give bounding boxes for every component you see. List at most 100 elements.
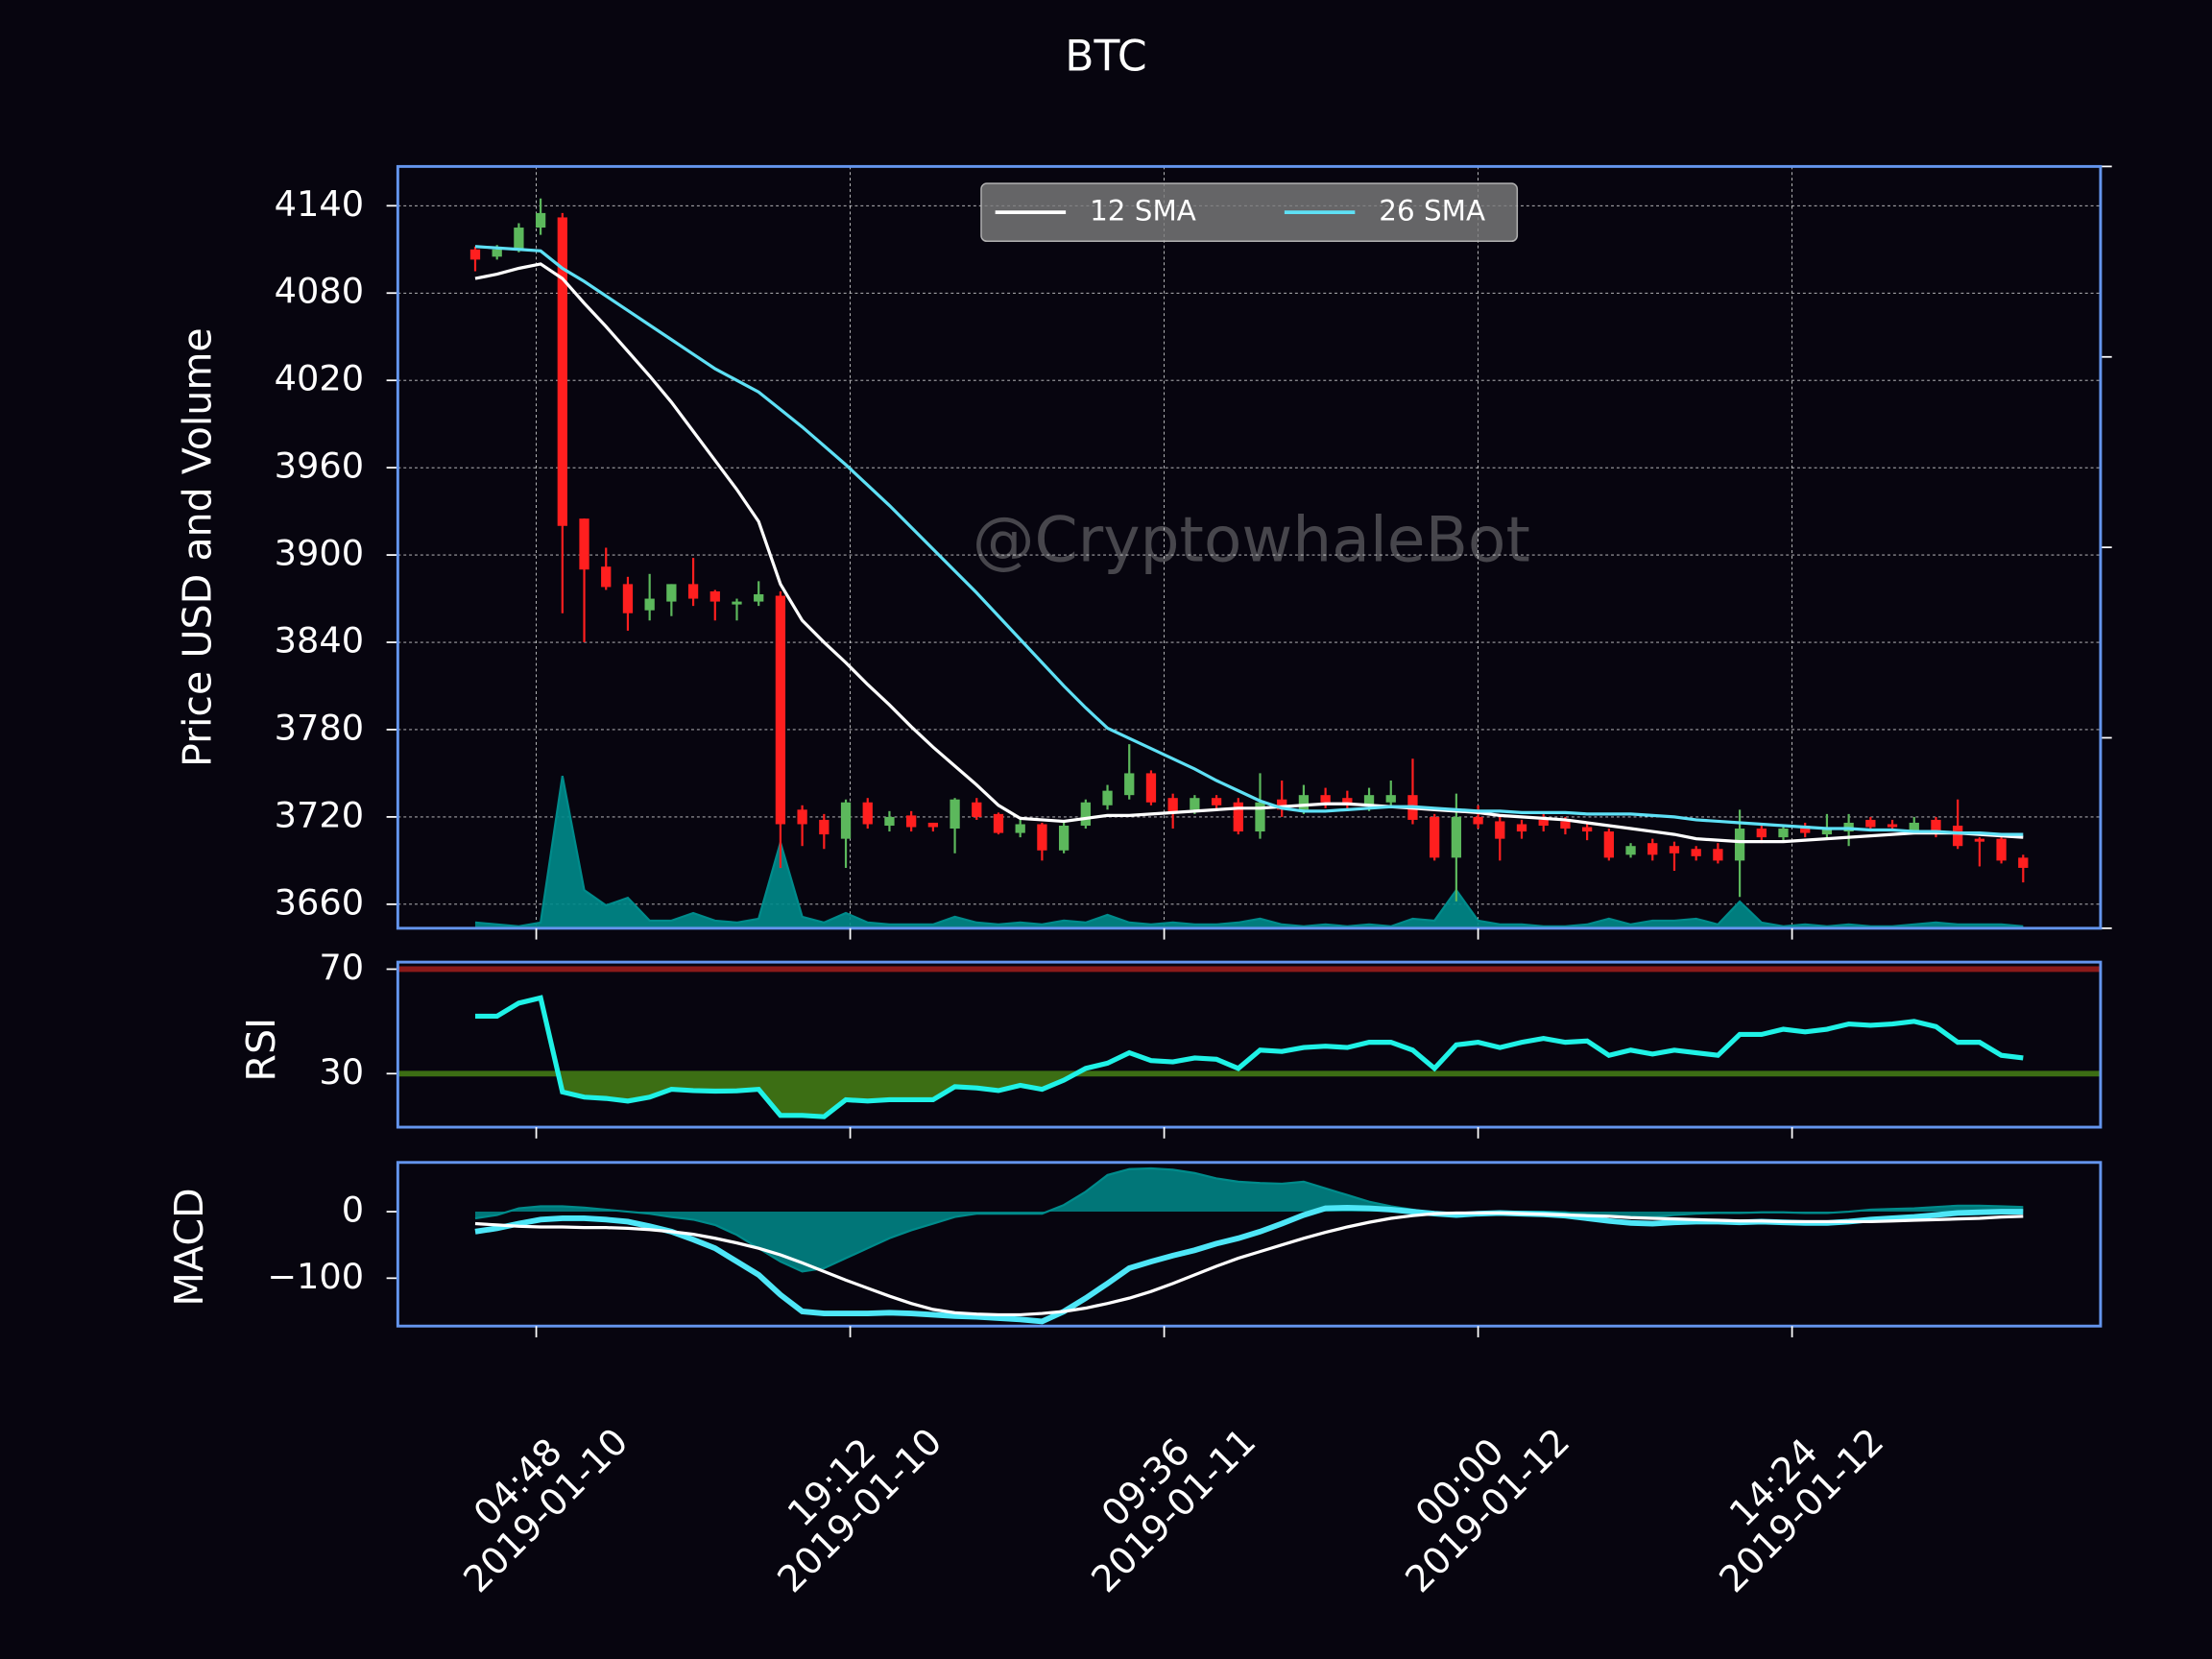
candle-body	[1363, 795, 1375, 805]
candle-body	[709, 590, 720, 602]
candle-body	[1538, 819, 1549, 827]
panel-frame	[396, 1161, 2103, 1328]
panel-frame	[396, 164, 2103, 930]
y-tick-label: 3900	[275, 533, 364, 574]
candle-body	[1581, 827, 1593, 832]
candle-body	[1887, 824, 1898, 828]
candle-body	[1190, 798, 1200, 810]
candle-body	[1320, 795, 1331, 803]
candle-body	[1473, 816, 1483, 825]
candle-body	[1603, 831, 1614, 858]
legend-box	[980, 182, 1519, 243]
candle-body	[1255, 802, 1265, 832]
candle-body	[797, 809, 807, 825]
candle-body	[514, 228, 524, 250]
legend-label: 12 SMA	[1090, 195, 1196, 228]
candle-body	[884, 816, 895, 827]
candle-body	[754, 594, 764, 602]
candle-body	[1058, 826, 1070, 851]
candle-body	[775, 595, 786, 825]
candle-body	[1778, 829, 1789, 838]
candle-body	[2018, 857, 2029, 868]
y-tick-label: 4020	[275, 358, 364, 399]
chart-title: BTC	[1065, 33, 1146, 82]
candle-body	[1821, 827, 1833, 835]
rsi-axis-label: RSI	[238, 1018, 284, 1082]
panel-frame	[396, 960, 2103, 1129]
rsi-tick-label: 70	[319, 947, 364, 988]
macd-line	[474, 1211, 2024, 1317]
candle-body	[1560, 821, 1571, 830]
candle-body	[1430, 816, 1440, 858]
candle-body	[950, 799, 960, 830]
rsi-line	[474, 995, 2024, 1119]
candle-body	[622, 584, 634, 613]
candle-body	[1145, 773, 1157, 803]
y-tick-label: 3840	[275, 620, 364, 661]
candle-body	[840, 802, 852, 839]
candle-body	[557, 217, 567, 526]
rsi-tick-label: 30	[319, 1051, 364, 1093]
candle-body	[1124, 773, 1135, 796]
candle-body	[644, 598, 655, 611]
candle-body	[601, 566, 612, 588]
candle-body	[862, 802, 873, 825]
candle-body	[1451, 816, 1462, 858]
candle-body	[535, 212, 546, 228]
candle-body	[1233, 802, 1243, 832]
candle-body	[1277, 799, 1287, 810]
rsi-fill	[558, 1073, 1076, 1118]
candle-body	[1909, 822, 1919, 832]
legend: 12 SMA 26 SMA	[980, 182, 1519, 243]
candle-body	[1342, 798, 1353, 805]
candle-body	[1691, 849, 1701, 856]
candle-body	[972, 802, 982, 817]
candle-body	[1015, 824, 1025, 833]
candle-body	[1996, 838, 2007, 861]
candle-body	[927, 822, 939, 828]
sma-line	[474, 262, 2024, 844]
candle-body	[819, 819, 830, 835]
macd-tick-label: −100	[267, 1256, 364, 1297]
candle-body	[1734, 829, 1745, 861]
candle-body	[732, 601, 742, 605]
y-tick-label: 4080	[275, 271, 364, 312]
y-tick-label: 3720	[275, 794, 364, 835]
candle-body	[579, 518, 589, 570]
candle-body	[1167, 798, 1178, 813]
watermark: @CryptowhaleBot	[973, 505, 1530, 577]
candle-body	[1298, 795, 1310, 810]
candle-body	[1974, 838, 1985, 842]
y-tick-label: 3780	[275, 707, 364, 748]
candle-body	[1211, 798, 1222, 805]
candle-body	[1713, 849, 1723, 861]
candle-body	[1080, 802, 1091, 827]
y-tick-label: 4140	[275, 183, 364, 225]
candle-body	[1800, 826, 1811, 833]
candle-body	[993, 813, 1004, 833]
y-tick-label: 3960	[275, 445, 364, 487]
y-axis-label: Price USD and Volume	[175, 327, 221, 767]
candle-body	[492, 249, 502, 257]
candle-body	[1865, 819, 1876, 828]
candle-body	[1756, 829, 1767, 838]
candle-body	[1516, 824, 1527, 832]
legend-label: 26 SMA	[1379, 195, 1485, 228]
macd-histogram	[474, 1166, 2024, 1273]
candle-body	[469, 249, 481, 260]
candle-body	[1669, 846, 1680, 854]
macd-tick-label: 0	[342, 1190, 364, 1231]
macd-axis-label: MACD	[166, 1188, 212, 1306]
candle-body	[1625, 846, 1636, 855]
candle-body	[1102, 790, 1113, 805]
candle-body	[1953, 826, 1963, 847]
candle-body	[1385, 795, 1396, 803]
candle-body	[1495, 821, 1505, 839]
macd-histogram-fill	[474, 1168, 2024, 1272]
volume-area	[474, 775, 2024, 927]
candle-body	[906, 815, 917, 828]
candle-body	[1931, 819, 1941, 832]
candle-body	[666, 584, 677, 602]
